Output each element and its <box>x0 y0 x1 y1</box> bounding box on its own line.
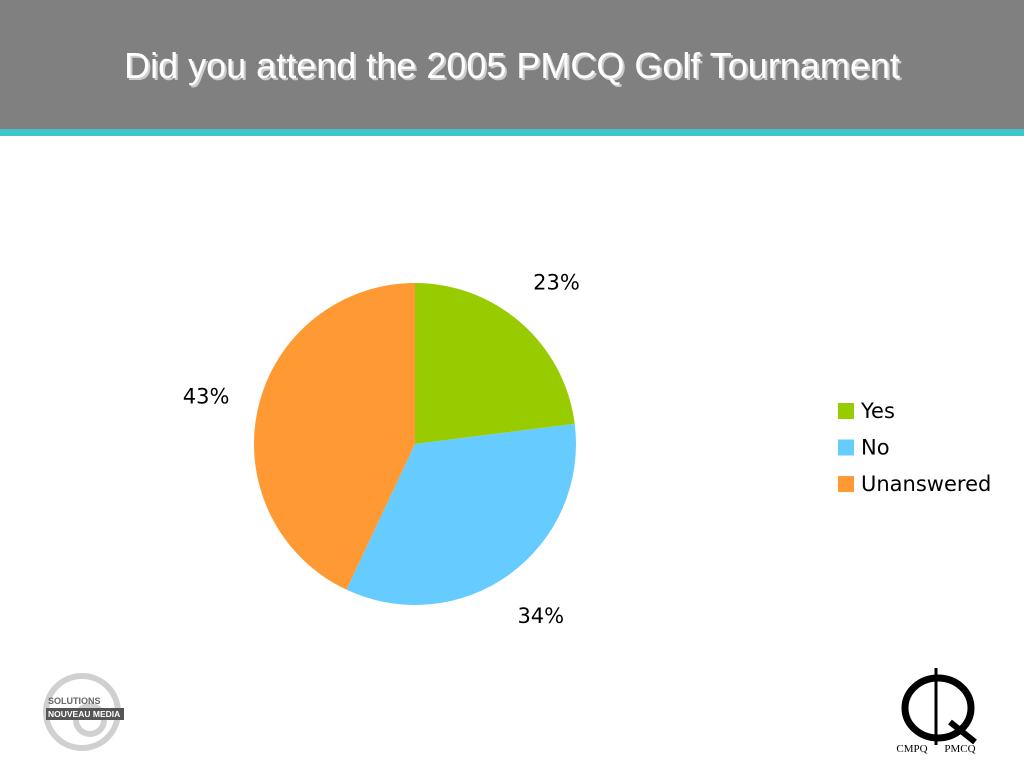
logo-text: CMPQ <box>896 743 927 755</box>
pie-slice <box>253 283 415 590</box>
title-shadow: Did you attend the 2005 PMCQ Golf Tourna… <box>126 47 902 88</box>
chart-title: Did you attend the 2005 PMCQ Golf Tourna… <box>124 45 900 86</box>
logo-bar <box>46 708 124 720</box>
header-band <box>0 0 1024 129</box>
data-label: 23% <box>533 270 580 294</box>
legend-label: No <box>861 436 890 460</box>
data-label: 43% <box>183 384 230 408</box>
legend-label: Unanswered <box>861 472 991 496</box>
logo-right: CMPQ PMCQ <box>896 668 977 755</box>
logo-text: PMCQ <box>944 743 975 755</box>
logo-left: SOLUTIONS NOUVEAU MEDIA <box>43 673 124 751</box>
logo-tail <box>948 719 977 745</box>
logo-text: SOLUTIONS <box>48 696 101 706</box>
legend-swatch <box>838 403 854 419</box>
pie-slice <box>346 423 576 606</box>
legend-label: Yes <box>860 399 895 423</box>
legend-swatch <box>838 439 854 456</box>
legend-swatch <box>838 476 854 492</box>
logo-q <box>901 674 975 742</box>
data-label: 34% <box>517 604 564 628</box>
pie-slice <box>415 283 575 444</box>
logo-text: NOUVEAU MEDIA <box>48 709 120 719</box>
header-stripe <box>0 129 1024 136</box>
